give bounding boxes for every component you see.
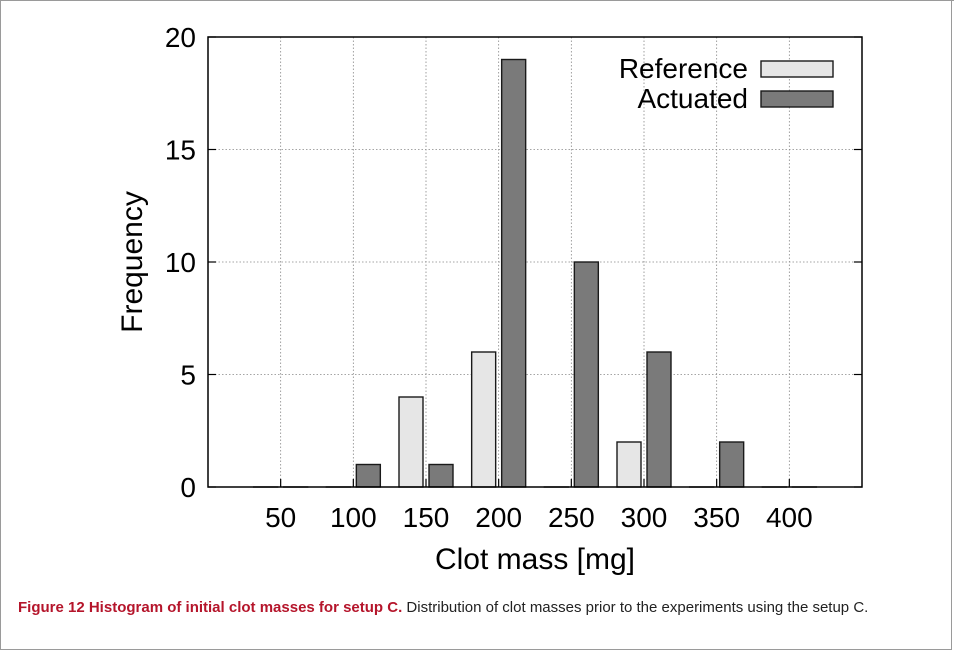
x-tick-label: 150 <box>403 502 450 533</box>
x-axis-label: Clot mass [mg] <box>435 543 635 576</box>
y-tick-label: 20 <box>165 22 196 53</box>
bar-actuated-300 <box>646 351 672 488</box>
bar-actuated-150 <box>428 463 454 488</box>
y-tick-label: 5 <box>180 360 196 391</box>
bar-reference-200 <box>470 351 497 488</box>
x-axis-ticks: 50 100 150 200 250 300 350 400 <box>265 479 813 533</box>
x-tick-label: 100 <box>330 502 377 533</box>
x-tick-label: 200 <box>475 502 522 533</box>
x-tick-label: 50 <box>265 502 296 533</box>
legend-swatch-actuated <box>760 90 834 108</box>
y-tick-label: 0 <box>180 472 196 503</box>
y-tick-label: 10 <box>165 247 196 278</box>
caption-text: Distribution of clot masses prior to the… <box>402 599 869 616</box>
frame-top-border <box>0 0 954 1</box>
figure-caption: Figure 12 Histogram of initial clot mass… <box>18 596 918 620</box>
legend-swatch-reference <box>760 60 834 78</box>
y-axis-label: Frequency <box>116 191 149 333</box>
bars-group <box>252 58 818 488</box>
bar-actuated-100 <box>355 463 382 488</box>
bar-actuated-200 <box>500 58 527 488</box>
grid-lines <box>208 37 862 487</box>
legend-label-reference: Reference <box>619 53 748 84</box>
y-tick-label: 15 <box>165 135 196 166</box>
bar-actuated-350 <box>718 441 745 488</box>
x-tick-label: 250 <box>548 502 595 533</box>
caption-title: Figure 12 Histogram of initial clot mass… <box>18 599 403 616</box>
bar-actuated-250 <box>573 261 600 488</box>
histogram-chart: 0 5 10 15 20 50 100 150 200 250 300 350 400 Frequen… <box>116 22 863 576</box>
bar-reference-300 <box>616 441 642 488</box>
x-tick-label: 350 <box>693 502 740 533</box>
y-axis-ticks: 0 5 10 15 20 <box>165 22 862 503</box>
x-tick-label: 400 <box>766 502 813 533</box>
legend-label-actuated: Actuated <box>637 83 748 114</box>
x-tick-label: 300 <box>621 502 668 533</box>
bar-reference-150 <box>398 396 424 488</box>
